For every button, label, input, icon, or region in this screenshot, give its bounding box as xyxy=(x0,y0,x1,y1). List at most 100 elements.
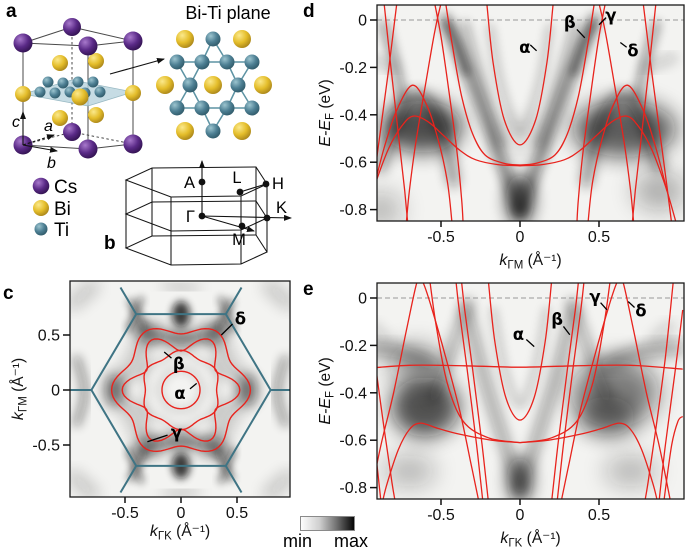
band-curve-red xyxy=(377,364,683,370)
atom-ti xyxy=(219,100,235,116)
atom-ti xyxy=(94,86,106,98)
y-axis-tick-label: -0.4 xyxy=(339,107,367,124)
atom-ti xyxy=(87,76,99,88)
arpes-intensity-smudge xyxy=(273,355,290,427)
band-curve-red xyxy=(405,5,442,221)
dft-bands-layer xyxy=(377,5,677,221)
axis-label-subscript: ΓΜ xyxy=(18,396,30,412)
bz-point-L xyxy=(236,188,244,196)
bz-corner-stub xyxy=(224,465,243,494)
colorbar-min-label: min xyxy=(283,531,313,551)
band-curve-red xyxy=(556,283,585,499)
axis-label-subscript: F xyxy=(325,113,337,120)
atom-ti xyxy=(244,100,260,116)
atom-ti xyxy=(194,54,210,70)
band-label-pointer xyxy=(147,434,168,443)
band-label-pointer xyxy=(525,338,535,348)
band-curve-red xyxy=(486,5,554,146)
axis-label-unit: (Å⁻¹) xyxy=(10,358,27,396)
bz-point-label-A: A xyxy=(184,174,195,192)
band-curve-red xyxy=(576,5,606,221)
y-axis-tick-label: -0.6 xyxy=(339,155,367,172)
band-label-pointer xyxy=(576,29,586,39)
arpes-intensity-ring xyxy=(156,366,206,414)
arpes-intensity-smudge xyxy=(70,281,99,310)
arpes-intensity-ring xyxy=(108,325,254,455)
arpes-intensity-blob xyxy=(604,455,657,488)
axis-label-unit: (eV) xyxy=(317,79,334,113)
axis-label-subscript: ΓΚ xyxy=(508,538,522,550)
axis-label-unit: (Å⁻¹) xyxy=(522,530,560,547)
y-axis-tick-label: 0.5 xyxy=(38,328,60,345)
plot-border xyxy=(376,4,685,222)
band-curve-red xyxy=(561,283,671,499)
panel-label-c: c xyxy=(3,283,14,304)
atom-ti xyxy=(49,87,61,99)
arpes-intensity-smudge xyxy=(649,321,676,346)
band-label-α: α xyxy=(174,384,185,403)
panel-label-a: a xyxy=(6,1,17,22)
arpes-intensity-ring xyxy=(116,333,246,447)
atom-ti xyxy=(169,100,185,116)
atom-cs xyxy=(63,123,81,141)
crystal-axis-arrow-b xyxy=(22,144,58,153)
atom-bi xyxy=(176,122,194,140)
axis-label-symbol: E-E xyxy=(317,120,334,147)
arpes-intensity-blob xyxy=(490,122,550,155)
bz-path-segment xyxy=(239,183,267,193)
atom-bi xyxy=(125,85,141,101)
bz-point-label-L: L xyxy=(232,169,241,187)
panel-b-brillouin-zone: ΓA L HK M xyxy=(124,160,292,266)
colorbar-max-label: max xyxy=(334,531,369,551)
axis-label-symbol: k xyxy=(500,530,509,547)
plot-border xyxy=(376,282,685,500)
arpes-intensity-blob xyxy=(506,174,534,221)
plot-border xyxy=(69,280,291,498)
bz-top-hexagon xyxy=(124,166,268,198)
y-axis-tick-label: 0 xyxy=(51,383,60,400)
crystal-axis-label-c: c xyxy=(12,114,20,131)
y-axis-tick-label: -0.8 xyxy=(339,480,367,497)
axis-label-symbol: k xyxy=(150,523,159,540)
legend-label-ti: Ti xyxy=(54,220,69,241)
band-curve-red xyxy=(551,283,579,499)
arpes-intensity-smudge xyxy=(70,470,99,497)
band-curve-red xyxy=(377,283,479,499)
dft-bands-layer xyxy=(377,283,684,499)
atom-ti xyxy=(57,77,69,89)
band-curve-red xyxy=(377,84,453,221)
bz-point-H xyxy=(262,180,270,188)
x-axis-tick-label: 0.5 xyxy=(588,507,610,524)
atom-bi xyxy=(15,86,31,102)
atom-cs xyxy=(13,33,33,53)
arpes-intensity-smudge xyxy=(162,281,200,294)
legend-swatch-ti xyxy=(34,222,48,236)
band-curve-red xyxy=(429,283,521,444)
band-label-pointer xyxy=(220,323,233,336)
bz-point-label-Γ: Γ xyxy=(186,208,195,226)
intensity-layer xyxy=(377,13,684,221)
band-label-pointer xyxy=(598,17,607,26)
arpes-intensity-smudge xyxy=(632,20,661,103)
x-axis-tick-label: -0.5 xyxy=(111,505,139,522)
arpes-intensity-blob xyxy=(391,377,460,438)
band-label-β: β xyxy=(173,355,185,374)
bz-point-label-K: K xyxy=(276,199,287,217)
atom-cs xyxy=(63,18,81,36)
x-axis-tick-label: 0 xyxy=(177,505,186,522)
band-curve-red xyxy=(377,459,382,499)
y-axis-tick-label: -0.2 xyxy=(339,338,367,355)
atom-cs xyxy=(78,36,98,56)
atom-bi xyxy=(88,107,104,123)
arpes-intensity-blob xyxy=(578,396,635,437)
arpes-intensity-smudge xyxy=(567,297,612,403)
arpes-intensity-blob xyxy=(633,170,684,211)
band-curve-red xyxy=(644,283,674,499)
crystal-axis-arrow-a xyxy=(22,134,55,146)
bz-corner-stub xyxy=(119,286,138,315)
unit-cell-edge xyxy=(22,42,89,47)
band-curve-red xyxy=(445,5,521,166)
atom-ti xyxy=(205,31,221,47)
axis-label-unit: (eV) xyxy=(317,357,334,391)
y-axis-tick-label: -0.6 xyxy=(339,433,367,450)
